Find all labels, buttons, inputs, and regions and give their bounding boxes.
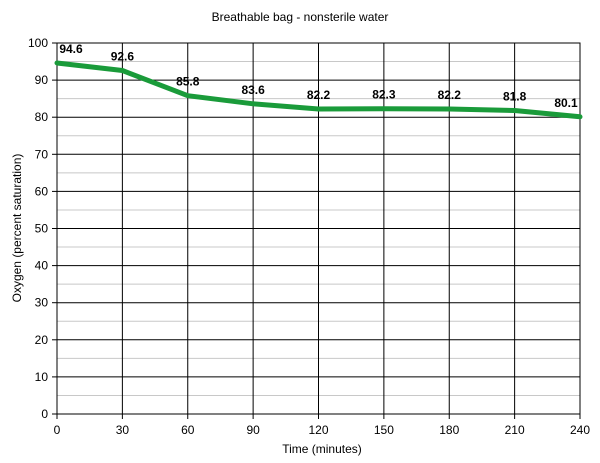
x-tick-label: 0: [54, 423, 61, 437]
data-label: 81.8: [503, 90, 527, 104]
y-tick-label: 80: [35, 110, 49, 124]
x-axis-ticks: 0 30 60 90 120 150 180 210 240: [54, 414, 590, 437]
x-tick-label: 210: [505, 423, 525, 437]
y-axis-ticks: 0 10 20 30 40 50 60 70 80 90 100: [28, 36, 57, 421]
y-tick-label: 70: [35, 147, 49, 161]
data-label: 94.6: [59, 42, 83, 56]
x-tick-label: 60: [181, 423, 195, 437]
y-tick-label: 100: [28, 36, 48, 50]
x-tick-label: 120: [308, 423, 328, 437]
data-label: 85.8: [176, 75, 200, 89]
x-tick-label: 180: [439, 423, 459, 437]
x-tick-label: 150: [374, 423, 394, 437]
chart-title: Breathable bag - nonsterile water: [212, 10, 389, 24]
data-label: 82.2: [438, 88, 462, 102]
y-tick-label: 20: [35, 333, 49, 347]
data-label: 92.6: [111, 49, 135, 63]
x-tick-label: 240: [570, 423, 590, 437]
y-tick-label: 0: [41, 407, 48, 421]
y-tick-label: 10: [35, 370, 49, 384]
y-tick-label: 60: [35, 184, 49, 198]
y-tick-label: 50: [35, 222, 49, 236]
x-tick-label: 30: [116, 423, 130, 437]
y-tick-label: 90: [35, 73, 49, 87]
series-group: [54, 60, 583, 120]
data-label: 80.1: [554, 96, 578, 110]
y-tick-label: 30: [35, 296, 49, 310]
x-tick-label: 90: [246, 423, 260, 437]
y-tick-label: 40: [35, 259, 49, 273]
data-labels: 94.6 92.6 85.8 83.6 82.2 82.3 82.2 81.8 80.1: [59, 42, 578, 110]
data-label: 82.2: [307, 88, 331, 102]
x-axis-label: Time (minutes): [282, 442, 362, 456]
data-label: 83.6: [241, 83, 265, 97]
series-line: [54, 60, 583, 120]
y-axis-label: Oxygen (percent saturation): [10, 154, 24, 303]
data-label: 82.3: [372, 88, 396, 102]
